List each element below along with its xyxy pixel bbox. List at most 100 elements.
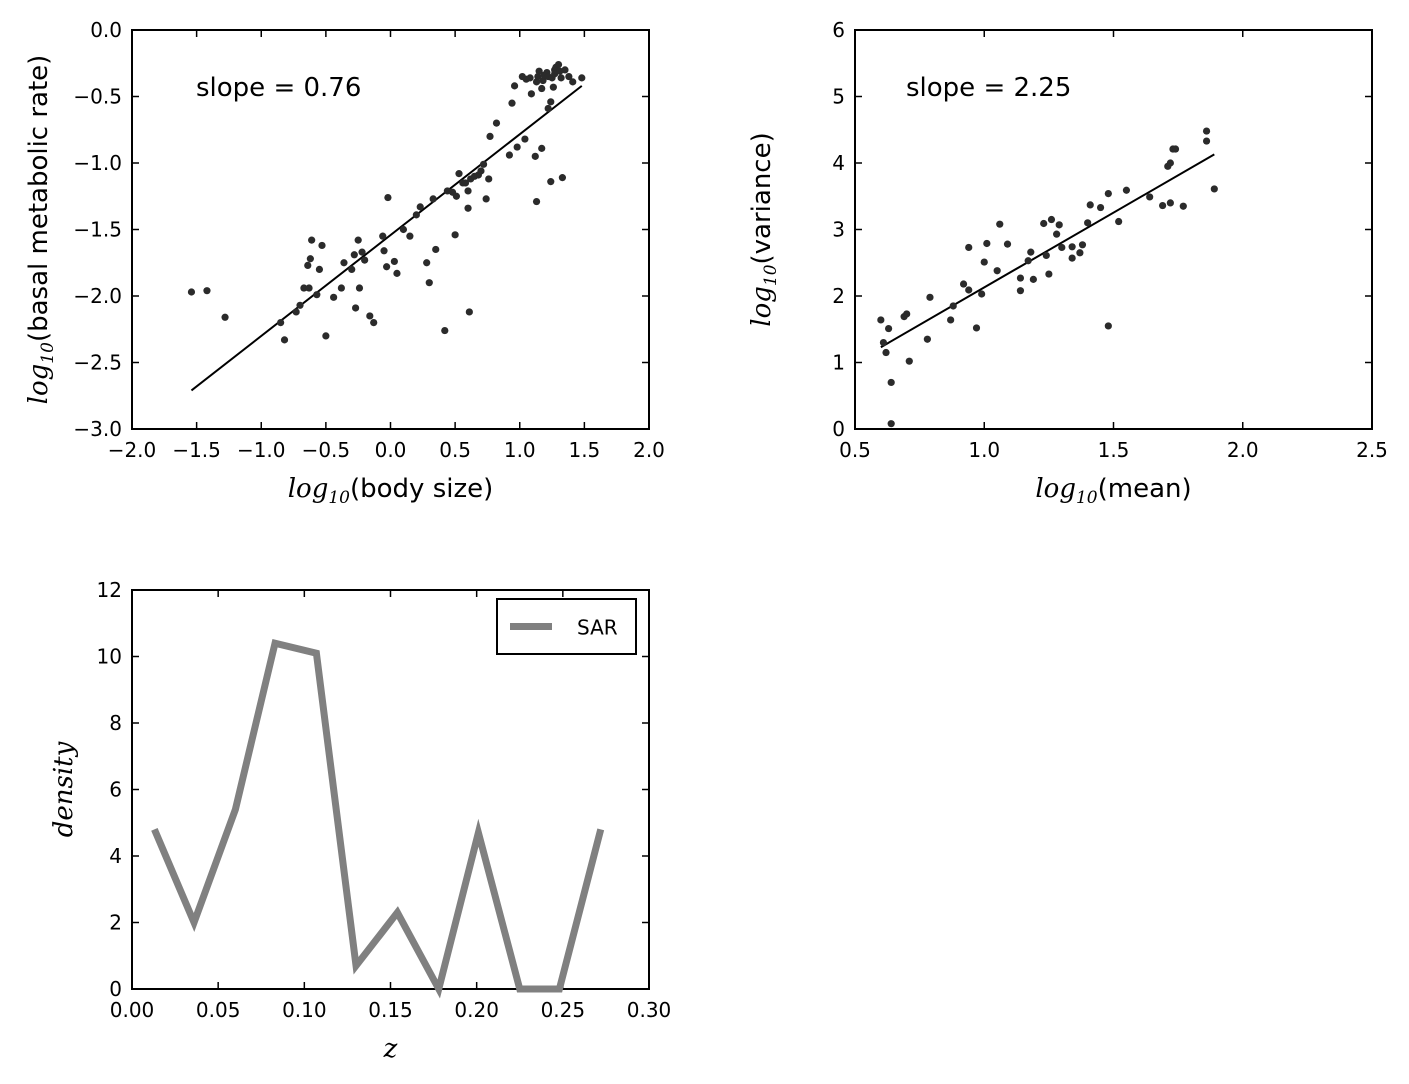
y-tick-label: 10 [97,645,122,669]
y-tick-label: 5 [832,85,845,109]
data-point [965,243,973,252]
data-point [538,84,546,93]
data-point [538,144,546,152]
y-tick-label: −1.5 [73,218,122,242]
data-point [547,98,555,106]
y-tick-label: −2.5 [73,351,122,375]
y-tick-label: 6 [109,778,122,802]
data-point [882,348,890,357]
data-point [464,204,472,212]
data-point [505,151,514,159]
data-point [905,357,913,365]
x-tick-label: 1.5 [568,438,600,462]
data-point [308,236,316,244]
data-point [531,152,539,160]
data-point [406,232,414,240]
data-point [1003,240,1012,248]
data-point [1166,199,1174,207]
data-point [947,316,955,324]
data-point [532,197,541,206]
x-tick-label: 0.25 [541,998,586,1022]
data-point [1159,201,1167,210]
data-point [887,420,895,428]
y-tick-label: 0 [832,417,845,441]
data-point [485,175,493,183]
data-point [370,319,378,327]
data-point [452,192,461,200]
data-point [926,293,934,301]
y-tick-label: −0.5 [73,85,122,109]
data-point [1210,185,1218,193]
data-point [348,265,356,273]
data-point [304,261,312,270]
x-tick-label: −1.0 [237,438,286,462]
data-point [1045,270,1053,278]
data-point [526,74,534,82]
data-point [527,90,535,98]
data-point [305,284,313,292]
data-point [318,241,326,250]
slope-annotation: slope = 2.25 [906,73,1071,103]
data-point [565,72,573,81]
data-point [313,291,321,299]
data-point [350,251,358,259]
y-axis-title-subscript: 10 [761,264,781,286]
data-point [1076,249,1084,257]
data-point [315,265,324,273]
panel-variance: 0.5 1.0 1.5 2.0 2.56543210log10(mean)log10(v… [747,18,1388,508]
y-axis-title: log10(basal metabolic rate) [24,55,58,405]
data-point [949,302,957,310]
data-point [983,239,991,248]
data-point [390,257,398,266]
data-point [330,293,338,301]
x-tick-label: 1.0 [504,438,536,462]
data-point [187,288,196,296]
data-point [296,301,304,309]
x-tick-label: 1.0 [968,438,1000,462]
data-point [521,135,529,143]
x-tick-label: 1.5 [1098,438,1130,462]
data-point [465,308,473,316]
data-point [1171,145,1180,153]
data-point [425,279,433,287]
data-point [337,284,345,292]
x-axis-title-subscript: 10 [328,488,350,508]
y-tick-label: 2 [832,284,845,308]
y-axis-title: log10(variance) [747,132,781,327]
data-point [1053,230,1061,238]
data-point [1084,219,1092,227]
data-point [441,326,449,335]
data-point [513,143,521,151]
data-point [1042,251,1050,260]
y-axis-title: density [49,741,79,837]
fit-line [880,153,1215,349]
slope-annotation: slope = 0.76 [196,73,361,103]
data-point [486,132,494,140]
data-point [393,269,401,277]
data-point [221,313,229,321]
data-point [1104,322,1112,330]
y-tick-label: 2 [109,911,122,935]
data-point [1202,137,1211,145]
data-point [1016,274,1025,282]
data-point [1104,189,1112,198]
x-axis-title: z [383,1034,398,1064]
y-tick-label: 4 [832,151,845,175]
data-point [1078,241,1087,249]
y-tick-label: 4 [109,844,122,868]
data-point [399,225,408,234]
data-point [379,232,387,240]
data-point [292,308,300,316]
data-point [306,255,314,263]
data-point [885,324,893,333]
data-point [479,160,488,168]
x-axis-title-math: log [288,474,329,504]
data-point [1055,221,1063,229]
x-tick-label: 0.0 [375,438,407,462]
data-point [578,74,586,82]
data-point [277,319,285,327]
data-point [340,259,348,267]
data-point [980,258,988,266]
x-tick-label: 0.5 [839,438,871,462]
